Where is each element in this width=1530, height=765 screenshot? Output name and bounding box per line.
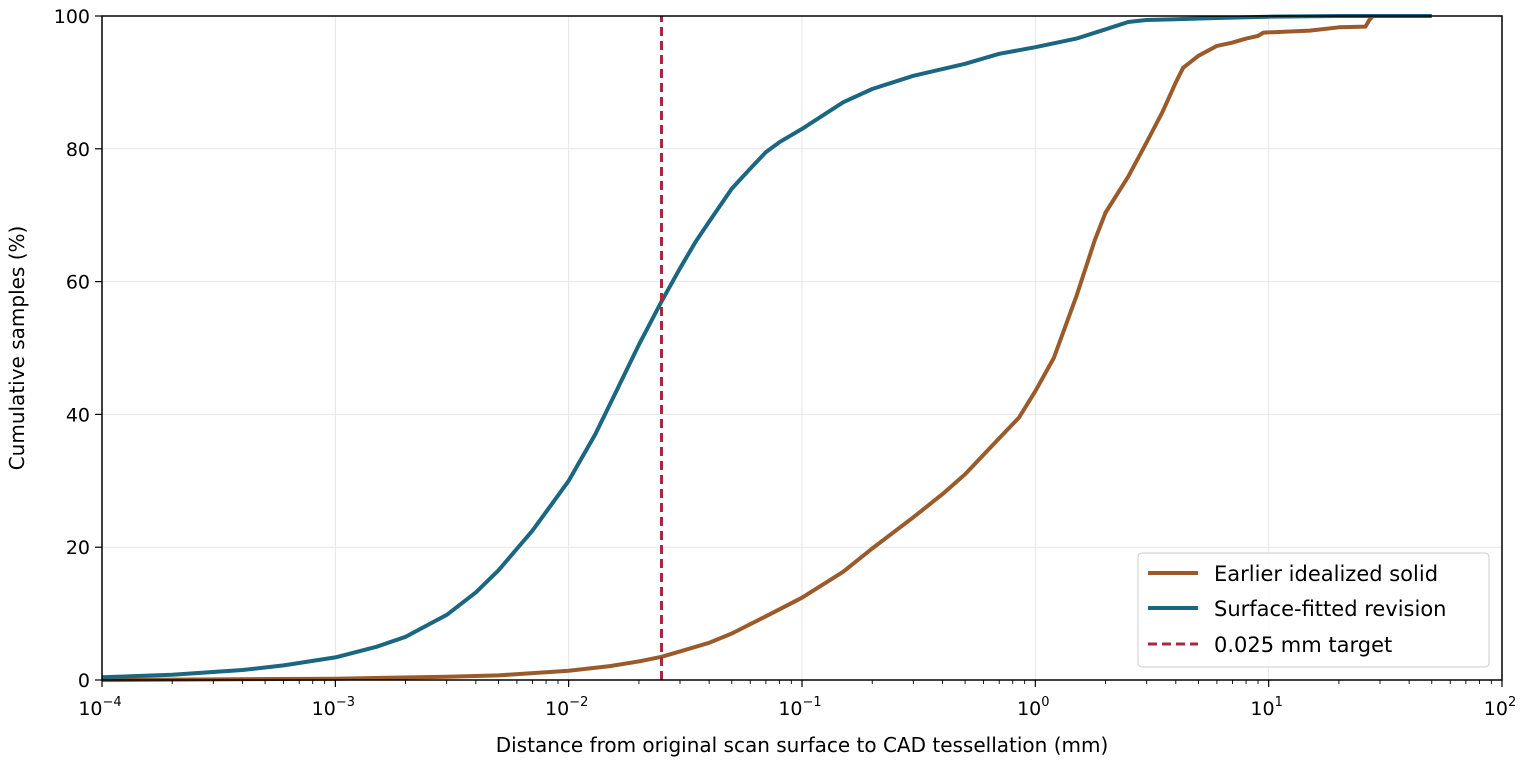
- x-tick-label: 100: [1017, 695, 1049, 720]
- y-tick-label: 60: [66, 272, 90, 294]
- x-tick-label: 10−4: [78, 695, 121, 720]
- x-axis-title: Distance from original scan surface to C…: [496, 733, 1109, 757]
- legend: Earlier idealized solid Surface-fitted r…: [1137, 552, 1490, 668]
- legend-label-earlier: Earlier idealized solid: [1214, 562, 1438, 586]
- y-tick-label: 20: [66, 537, 90, 559]
- x-tick-label: 10−2: [545, 695, 588, 720]
- x-tick-label: 101: [1250, 695, 1282, 720]
- y-axis-title: Cumulative samples (%): [5, 226, 29, 471]
- x-tick-label: 10−3: [312, 695, 355, 720]
- x-tick-label: 10−1: [778, 695, 821, 720]
- series-layer: [101, 14, 1432, 682]
- legend-box: [1137, 552, 1490, 668]
- y-tick-label: 80: [66, 139, 90, 161]
- series-earlier-idealized-solid: [101, 14, 1380, 682]
- ticks: 10−4 10−3 10−2 10−1 100 101 102 0 20 40 60 80 100: [54, 6, 1517, 720]
- legend-label-surface-fitted: Surface-fitted revision: [1214, 597, 1447, 621]
- y-tick-label: 40: [66, 404, 90, 426]
- y-tick-label: 0: [78, 670, 90, 692]
- x-tick-label: 102: [1484, 695, 1516, 720]
- legend-label-target: 0.025 mm target: [1214, 633, 1392, 657]
- y-tick-label: 100: [54, 6, 90, 28]
- series-surface-fitted-revision: [101, 14, 1432, 680]
